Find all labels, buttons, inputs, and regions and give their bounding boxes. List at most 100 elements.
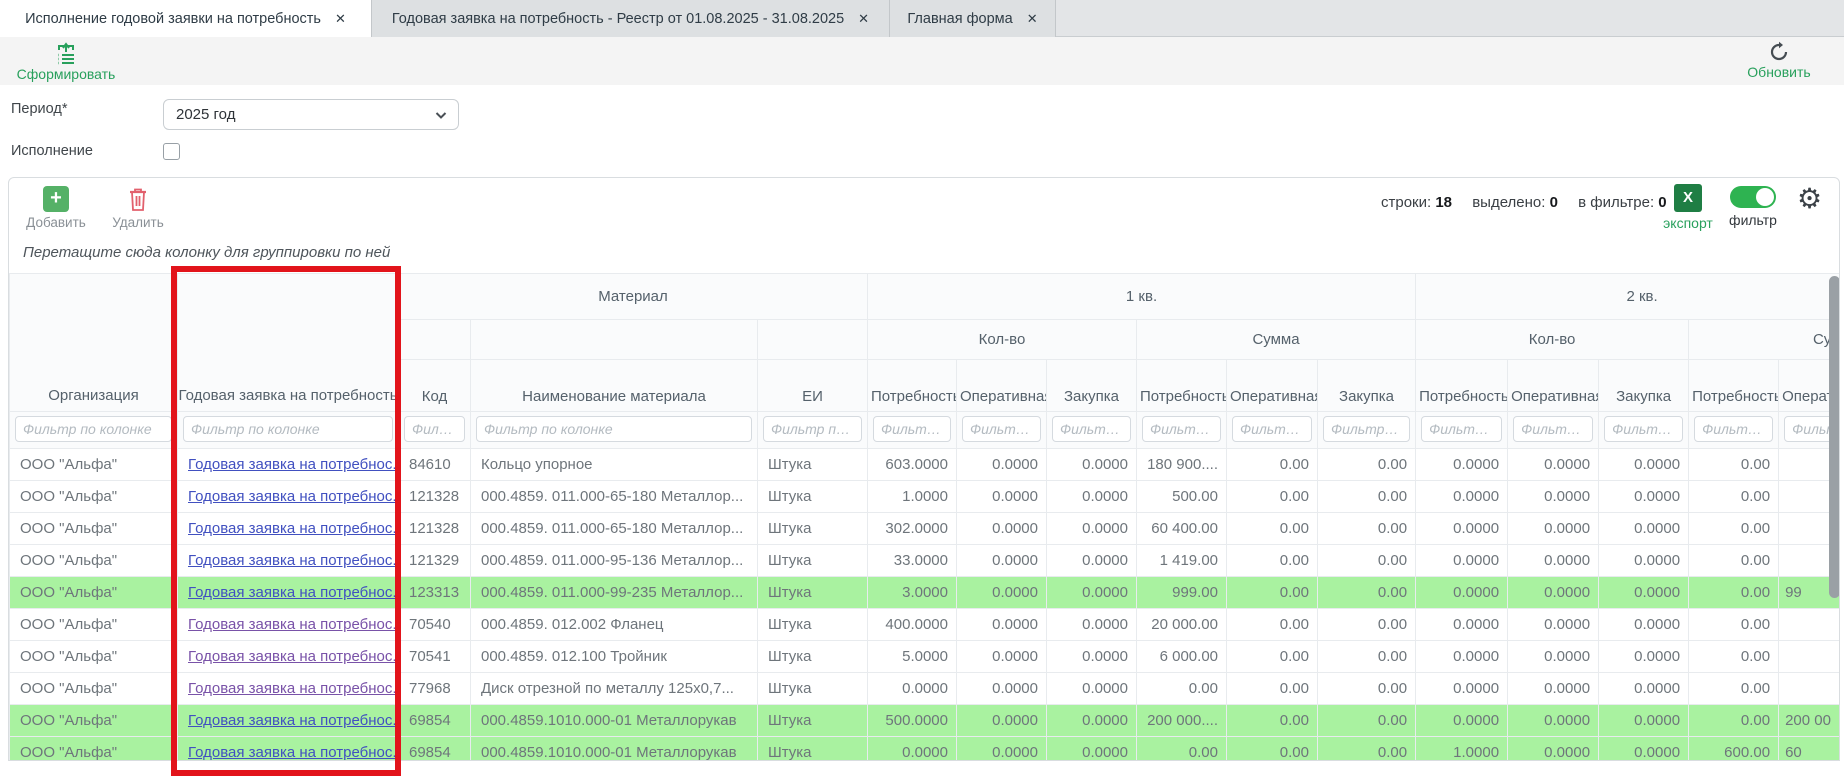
annual-request-link[interactable]: Годовая заявка на потребнос.. bbox=[188, 552, 399, 569]
cell-q1-qty: 1.0000 bbox=[868, 481, 957, 513]
column-header-material-name[interactable]: Наименование материала bbox=[471, 360, 758, 412]
app-window: { "tabs": [ { "label": "Исполнение годов… bbox=[0, 0, 1844, 761]
column-header-code[interactable]: Код bbox=[399, 360, 471, 412]
gear-icon[interactable]: ⚙ bbox=[1797, 182, 1822, 216]
form-area: Период* 2025 год Исполнение bbox=[0, 85, 1844, 177]
cell-q2-qty: 0.0000 bbox=[1416, 577, 1508, 609]
cell-q2-qty: 0.0000 bbox=[1599, 609, 1689, 641]
tab-main-form[interactable]: Главная форма ✕ bbox=[890, 0, 1056, 37]
column-filter-input[interactable]: Фильтр по колонке bbox=[1513, 416, 1593, 442]
generate-button[interactable]: Сформировать bbox=[14, 41, 118, 82]
column-filter-input[interactable]: Фильтр по колонке bbox=[1604, 416, 1683, 442]
table-row[interactable]: ООО "Альфа" Годовая заявка на потребнос..… bbox=[10, 673, 1841, 705]
period-select[interactable]: 2025 год bbox=[163, 99, 459, 130]
column-filter-input[interactable]: Фильтр по колонке bbox=[1052, 416, 1131, 442]
cell-q1-qty: 0.0000 bbox=[1047, 641, 1137, 673]
rows-count-value: 18 bbox=[1435, 194, 1452, 211]
add-button[interactable]: + Добавить bbox=[23, 186, 89, 230]
table-row[interactable]: ООО "Альфа"Годовая заявка на потребнос..… bbox=[10, 513, 1841, 545]
column-header-q1-sum-need[interactable]: Потребность bbox=[1137, 360, 1227, 412]
annual-request-link[interactable]: Годовая заявка на потребнос.. bbox=[188, 616, 399, 633]
annual-request-link[interactable]: Годовая заявка на потребнос.. bbox=[188, 712, 399, 729]
tab-execution-annual-request[interactable]: Исполнение годовой заявки на потребность… bbox=[0, 0, 372, 37]
table-row[interactable]: ООО "Альфа" Годовая заявка на потребнос..… bbox=[10, 705, 1841, 737]
filter-placeholder: Фильтр по колонке bbox=[412, 417, 457, 441]
annual-request-link[interactable]: Годовая заявка на потребнос.. bbox=[188, 648, 399, 665]
table-row[interactable]: ООО "Альфа"Годовая заявка на потребнос..… bbox=[10, 545, 1841, 577]
delete-button[interactable]: Удалить bbox=[105, 186, 171, 230]
annual-request-link[interactable]: Годовая заявка на потребнос.. bbox=[188, 584, 399, 601]
close-icon[interactable]: ✕ bbox=[1027, 11, 1038, 27]
cell-annual-request: Годовая заявка на потребнос.. bbox=[178, 481, 399, 513]
annual-request-link[interactable]: Годовая заявка на потребнос.. bbox=[188, 520, 399, 537]
annual-request-link[interactable]: Годовая заявка на потребнос.. bbox=[188, 456, 399, 473]
cell-q1-qty: 0.0000 bbox=[1047, 513, 1137, 545]
annual-request-link[interactable]: Годовая заявка на потребнос.. bbox=[188, 680, 399, 697]
cell-q1-sum: 20 000.00 bbox=[1137, 609, 1227, 641]
cell-q2-sum-need: 0.00 bbox=[1689, 673, 1779, 705]
export-button[interactable]: X экспорт bbox=[1659, 184, 1717, 231]
filter-toggle[interactable] bbox=[1730, 186, 1776, 208]
cell-q1-sum: 60 400.00 bbox=[1137, 513, 1227, 545]
cell-q1-sum: 0.00 bbox=[1227, 545, 1318, 577]
column-filter-input[interactable]: Фильтр по колонке bbox=[962, 416, 1041, 442]
tab-annual-request-registry[interactable]: Годовая заявка на потребность - Реестр о… bbox=[372, 0, 890, 37]
cell-material-name: 000.4859.1010.000-01 Металлорукав bbox=[471, 737, 758, 762]
cell-q1-qty: 0.0000 bbox=[1047, 705, 1137, 737]
column-filter-input[interactable]: Фильтр по колонке bbox=[476, 416, 752, 442]
refresh-button[interactable]: Обновить bbox=[1736, 41, 1822, 80]
cell-code: 69854 bbox=[399, 737, 471, 762]
cell-organization: ООО "Альфа" bbox=[10, 705, 178, 737]
column-header-q1-qty-purchase[interactable]: Закупка bbox=[1047, 360, 1137, 412]
column-header-q2-qty-operative[interactable]: Оперативная bbox=[1508, 360, 1599, 412]
column-header-q1-sum-operative[interactable]: Оперативная bbox=[1227, 360, 1318, 412]
plus-icon: + bbox=[43, 186, 69, 212]
column-header-organization[interactable]: Организация bbox=[10, 274, 178, 412]
column-filter-input[interactable]: Фильтр по колонке bbox=[404, 416, 465, 442]
column-filter-input[interactable]: Фильтр по колонке bbox=[763, 416, 862, 442]
cell-q2-qty: 0.0000 bbox=[1508, 673, 1599, 705]
column-filter-input[interactable]: Фильтр по колонке bbox=[1142, 416, 1221, 442]
column-header-q1-qty-need[interactable]: Потребность bbox=[868, 360, 957, 412]
column-header-q2-qty-purchase[interactable]: Закупка bbox=[1599, 360, 1689, 412]
column-filter-input[interactable]: Фильтр по колонке bbox=[1232, 416, 1312, 442]
column-filter-input[interactable]: Фильтр по колонке bbox=[15, 416, 172, 442]
cell-q1-qty: 0.0000 bbox=[1047, 449, 1137, 481]
table-row[interactable]: ООО "Альфа"Годовая заявка на потребнос..… bbox=[10, 481, 1841, 513]
filter-placeholder: Фильтр по колонке bbox=[881, 417, 943, 441]
column-header-q1-qty-operative[interactable]: Оперативная bbox=[957, 360, 1047, 412]
table-row[interactable]: ООО "Альфа"Годовая заявка на потребнос..… bbox=[10, 737, 1841, 762]
table-row[interactable]: ООО "Альфа"Годовая заявка на потребнос..… bbox=[10, 609, 1841, 641]
filter-cell: Фильтр по колонке bbox=[10, 412, 178, 449]
annual-request-link[interactable]: Годовая заявка на потребнос.. bbox=[188, 488, 399, 505]
table-row[interactable]: ООО "Альфа"Годовая заявка на потребнос..… bbox=[10, 641, 1841, 673]
column-filter-input[interactable]: Фильтр по колонке bbox=[873, 416, 951, 442]
vertical-scrollbar-thumb[interactable] bbox=[1829, 276, 1840, 598]
execution-checkbox[interactable] bbox=[163, 143, 180, 160]
close-icon[interactable]: ✕ bbox=[335, 11, 346, 27]
cell-q2-qty: 0.0000 bbox=[1599, 449, 1689, 481]
chevron-down-icon bbox=[434, 108, 448, 122]
column-filter-input[interactable]: Фильтр по колонке bbox=[183, 416, 393, 442]
annual-request-link[interactable]: Годовая заявка на потребнос.. bbox=[188, 744, 399, 761]
column-header-annual-request[interactable]: Годовая заявка на потребность bbox=[178, 274, 399, 412]
column-filter-input[interactable]: Фильтр по колонке bbox=[1694, 416, 1773, 442]
cell-q1-sum: 0.00 bbox=[1318, 577, 1416, 609]
filter-cell: Фильтр по колонке bbox=[1689, 412, 1779, 449]
column-filter-input[interactable]: Фильтр по колонке bbox=[1421, 416, 1502, 442]
column-header-q1-sum-purchase[interactable]: Закупка bbox=[1318, 360, 1416, 412]
cell-organization: ООО "Альфа" bbox=[10, 673, 178, 705]
cell-code: 121328 bbox=[399, 513, 471, 545]
column-filter-input[interactable]: Фильтр по колонке bbox=[1323, 416, 1410, 442]
groupby-dropzone[interactable]: Перетащите сюда колонку для группировки … bbox=[15, 236, 390, 270]
column-header-q2-qty-need[interactable]: Потребность bbox=[1416, 360, 1508, 412]
table-row[interactable]: ООО "Альфа"Годовая заявка на потребнос..… bbox=[10, 577, 1841, 609]
group-spacer bbox=[399, 320, 471, 360]
close-icon[interactable]: ✕ bbox=[858, 11, 869, 27]
delete-label: Удалить bbox=[112, 215, 164, 230]
filter-cell: Фильтр по колонке bbox=[1318, 412, 1416, 449]
column-header-q2-sum-need[interactable]: Потребность bbox=[1689, 360, 1779, 412]
column-header-unit[interactable]: ЕИ bbox=[758, 360, 868, 412]
cell-q1-sum: 0.00 bbox=[1318, 545, 1416, 577]
table-row[interactable]: ООО "Альфа"Годовая заявка на потребнос..… bbox=[10, 449, 1841, 481]
